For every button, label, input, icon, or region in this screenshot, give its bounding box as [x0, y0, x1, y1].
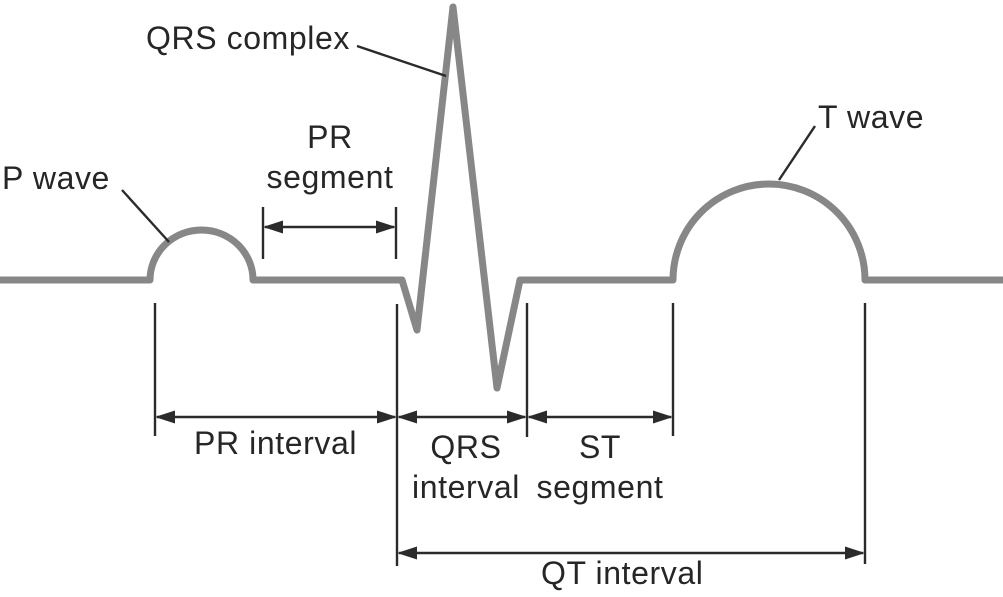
pr-segment-label-line2: segment: [266, 159, 394, 195]
qrs-complex-pointer-line: [356, 44, 447, 78]
p-wave-pointer-line: [121, 189, 170, 243]
ecg-trace: [0, 3, 1003, 392]
pr-segment-arrow: [263, 220, 396, 234]
st-segment-label: ST segment: [520, 427, 680, 507]
st-segment-label-line1: ST: [578, 429, 622, 465]
qrs-interval-label-line1: QRS: [430, 429, 502, 465]
t-wave-pointer-line: [778, 125, 816, 181]
pr-segment-label-line1: PR: [307, 119, 353, 155]
qrs-interval-label: QRS interval: [386, 427, 546, 507]
st-segment-arrow: [527, 410, 673, 424]
pr-segment-label: PR segment: [250, 117, 410, 197]
pr-interval-label: PR interval: [194, 425, 358, 461]
qt-interval-label: QT interval: [541, 555, 704, 591]
st-segment-label-line2: segment: [536, 469, 664, 505]
qrs-interval-arrow: [397, 410, 527, 424]
qrs-interval-label-line2: interval: [412, 469, 520, 505]
t-wave-label: T wave: [818, 99, 925, 135]
qrs-complex-label: QRS complex: [146, 20, 350, 56]
qt-interval-arrow: [397, 546, 865, 560]
p-wave-label: P wave: [2, 160, 110, 196]
pr-interval-arrow: [155, 410, 397, 424]
